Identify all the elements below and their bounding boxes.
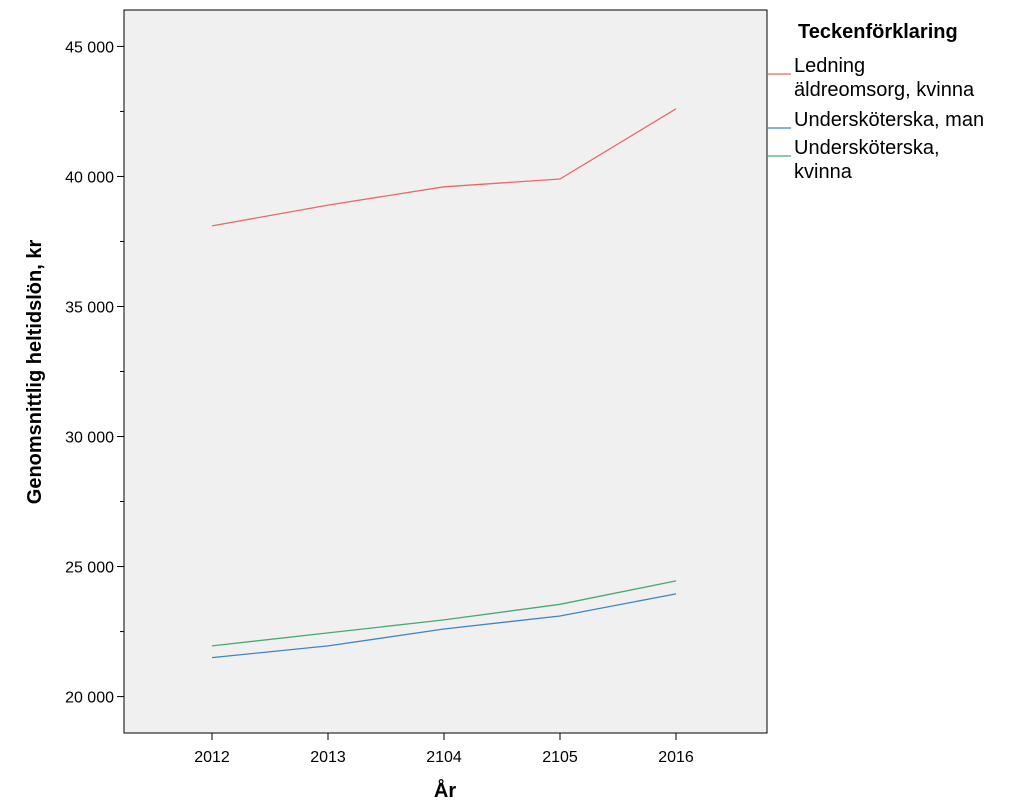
legend-label: Undersköterska,	[794, 137, 940, 159]
series-line-3	[211, 580, 677, 647]
x-axis-title: År	[434, 778, 456, 802]
legend-entry-3: Undersköterska,kvinna	[768, 137, 940, 183]
x-tick-label: 2104	[426, 749, 462, 766]
legend-entry-2: Undersköterska, man	[768, 109, 984, 131]
series-lines	[211, 108, 677, 659]
x-tick-label: 2105	[542, 749, 578, 766]
plot-area	[123, 9, 768, 734]
series-line-1	[211, 108, 677, 227]
y-tick-label: 45 000	[65, 39, 114, 56]
x-tick-label: 2013	[310, 749, 346, 766]
legend-label: Ledning	[794, 55, 865, 77]
legend-label: äldreomsorg, kvinna	[794, 79, 975, 101]
y-axis-title: Genomsnittlig heltidslön, kr	[24, 240, 46, 505]
x-tick-label: 2012	[194, 749, 230, 766]
y-tick-label: 25 000	[65, 560, 114, 577]
legend-label: Undersköterska, man	[794, 109, 984, 131]
y-axis: 20 000 25 000 30 000 35 000 40 000 45 000	[65, 39, 124, 707]
y-tick-label: 40 000	[65, 169, 114, 186]
x-axis: 2012 2013 2104 2105 2016	[194, 733, 694, 766]
series-line-2	[211, 593, 677, 659]
y-tick-label: 20 000	[65, 690, 114, 707]
legend-title: Teckenförklaring	[798, 21, 958, 43]
y-tick-label: 30 000	[65, 430, 114, 447]
legend-label: kvinna	[794, 161, 853, 183]
y-tick-label: 35 000	[65, 299, 114, 316]
x-tick-label: 2016	[658, 749, 694, 766]
